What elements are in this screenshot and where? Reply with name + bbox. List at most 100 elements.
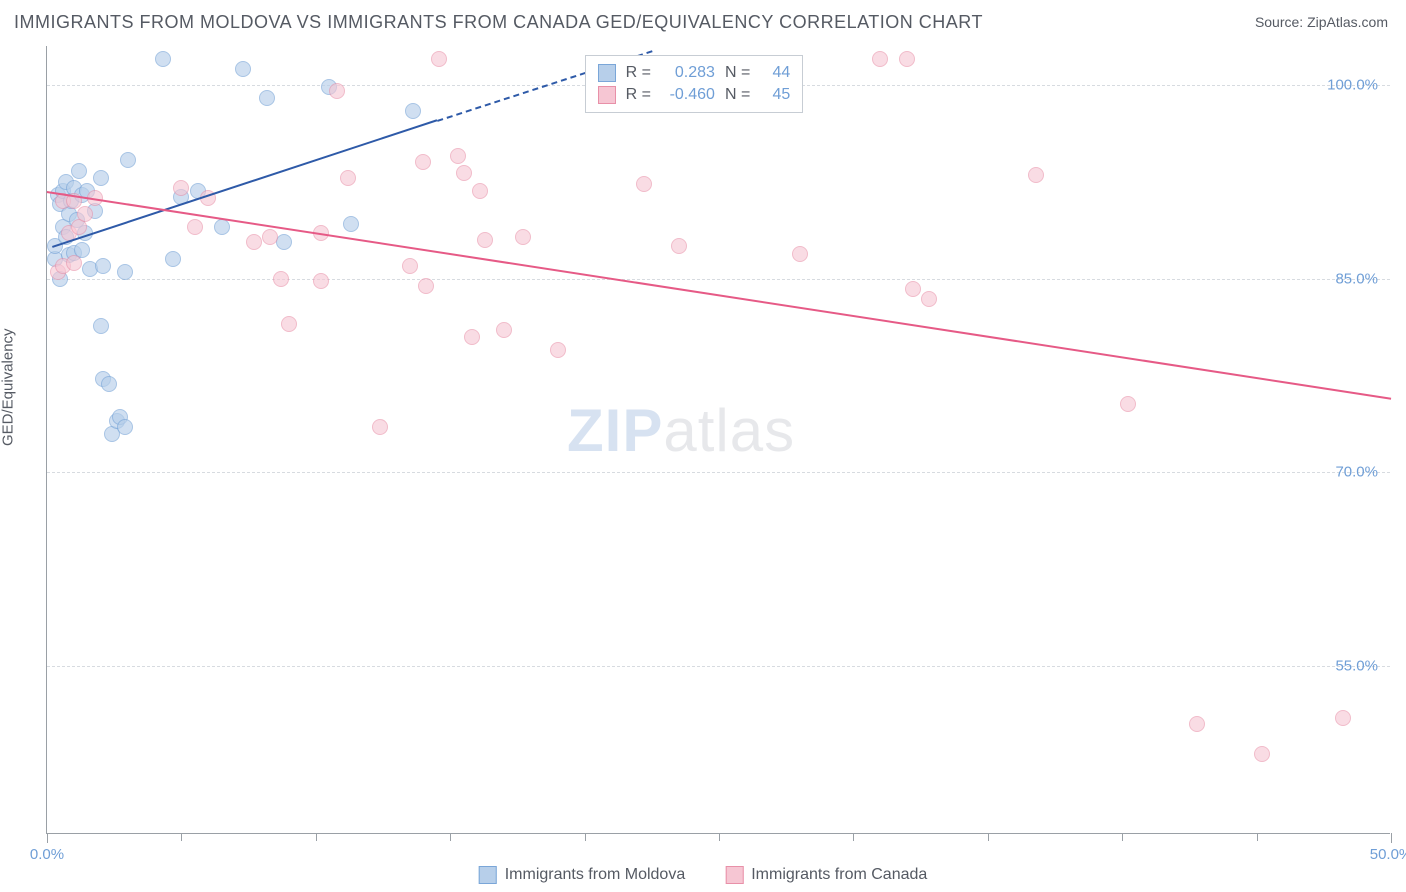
data-point-canada: [496, 322, 512, 338]
data-point-moldova: [120, 152, 136, 168]
x-tick: [450, 833, 451, 841]
data-point-canada: [921, 291, 937, 307]
x-tick: [316, 833, 317, 841]
y-tick-label: 55.0%: [1335, 658, 1378, 675]
x-tick-label: 50.0%: [1370, 846, 1406, 863]
data-point-canada: [636, 176, 652, 192]
data-point-moldova: [117, 264, 133, 280]
x-tick-major: [47, 833, 48, 843]
data-point-canada: [515, 229, 531, 245]
data-point-canada: [281, 316, 297, 332]
data-point-moldova: [259, 90, 275, 106]
legend-n-label: N =: [725, 62, 750, 84]
data-point-canada: [431, 51, 447, 67]
legend-n-label: N =: [725, 84, 750, 106]
data-point-canada: [1189, 716, 1205, 732]
data-point-canada: [792, 246, 808, 262]
x-tick-major: [1391, 833, 1392, 843]
data-point-canada: [905, 281, 921, 297]
data-point-canada: [671, 238, 687, 254]
legend-r-label: R =: [626, 84, 651, 106]
y-tick-label: 85.0%: [1335, 270, 1378, 287]
y-tick-label: 100.0%: [1327, 76, 1378, 93]
x-tick: [988, 833, 989, 841]
data-point-canada: [1335, 710, 1351, 726]
data-point-canada: [273, 271, 289, 287]
data-point-canada: [340, 170, 356, 186]
data-point-canada: [372, 419, 388, 435]
data-point-moldova: [101, 376, 117, 392]
data-point-canada: [402, 258, 418, 274]
x-tick: [719, 833, 720, 841]
watermark: ZIPatlas: [567, 396, 795, 465]
legend-r-label: R =: [626, 62, 651, 84]
legend-top: R = 0.283 N = 44 R = -0.460 N = 45: [585, 55, 804, 113]
data-point-moldova: [405, 103, 421, 119]
swatch-canada: [598, 86, 616, 104]
data-point-moldova: [165, 251, 181, 267]
x-tick: [181, 833, 182, 841]
data-point-canada: [313, 273, 329, 289]
y-tick-label: 70.0%: [1335, 464, 1378, 481]
gridline-h: [47, 279, 1390, 280]
swatch-moldova: [479, 866, 497, 884]
gridline-h: [47, 666, 1390, 667]
legend-top-row-canada: R = -0.460 N = 45: [598, 84, 791, 106]
trend-line: [47, 191, 1391, 400]
chart-title: IMMIGRANTS FROM MOLDOVA VS IMMIGRANTS FR…: [14, 12, 983, 33]
x-tick: [853, 833, 854, 841]
legend-n-value: 44: [760, 62, 790, 84]
legend-item-moldova: Immigrants from Moldova: [479, 866, 686, 884]
legend-n-value: 45: [760, 84, 790, 106]
legend-top-row-moldova: R = 0.283 N = 44: [598, 62, 791, 84]
data-point-canada: [77, 206, 93, 222]
data-point-moldova: [71, 163, 87, 179]
legend-bottom: Immigrants from Moldova Immigrants from …: [479, 866, 928, 884]
data-point-canada: [262, 229, 278, 245]
data-point-canada: [415, 154, 431, 170]
gridline-h: [47, 472, 1390, 473]
x-tick: [585, 833, 586, 841]
legend-label-canada: Immigrants from Canada: [751, 866, 927, 884]
data-point-canada: [899, 51, 915, 67]
data-point-canada: [1120, 396, 1136, 412]
watermark-zip: ZIP: [567, 397, 663, 464]
legend-r-value: 0.283: [661, 62, 715, 84]
source-label: Source: ZipAtlas.com: [1255, 14, 1388, 30]
x-tick: [1257, 833, 1258, 841]
data-point-canada: [187, 219, 203, 235]
data-point-moldova: [117, 419, 133, 435]
legend-label-moldova: Immigrants from Moldova: [505, 866, 686, 884]
data-point-canada: [173, 180, 189, 196]
data-point-moldova: [155, 51, 171, 67]
data-point-moldova: [93, 170, 109, 186]
data-point-canada: [418, 278, 434, 294]
data-point-canada: [450, 148, 466, 164]
data-point-canada: [477, 232, 493, 248]
data-point-canada: [329, 83, 345, 99]
data-point-moldova: [93, 318, 109, 334]
chart-container: IMMIGRANTS FROM MOLDOVA VS IMMIGRANTS FR…: [0, 0, 1406, 892]
trend-line: [52, 120, 437, 248]
data-point-canada: [1254, 746, 1270, 762]
x-tick: [1122, 833, 1123, 841]
legend-r-value: -0.460: [661, 84, 715, 106]
data-point-canada: [550, 342, 566, 358]
data-point-moldova: [343, 216, 359, 232]
data-point-canada: [1028, 167, 1044, 183]
data-point-moldova: [214, 219, 230, 235]
data-point-moldova: [235, 61, 251, 77]
plot-area: ZIPatlas 55.0%70.0%85.0%100.0%0.0%50.0%R…: [46, 46, 1390, 834]
data-point-canada: [456, 165, 472, 181]
x-tick-label: 0.0%: [30, 846, 64, 863]
data-point-canada: [872, 51, 888, 67]
swatch-canada: [725, 866, 743, 884]
y-axis-label: GED/Equivalency: [0, 328, 17, 446]
data-point-canada: [464, 329, 480, 345]
legend-item-canada: Immigrants from Canada: [725, 866, 927, 884]
data-point-canada: [472, 183, 488, 199]
data-point-canada: [66, 255, 82, 271]
data-point-canada: [246, 234, 262, 250]
swatch-moldova: [598, 64, 616, 82]
data-point-moldova: [95, 258, 111, 274]
